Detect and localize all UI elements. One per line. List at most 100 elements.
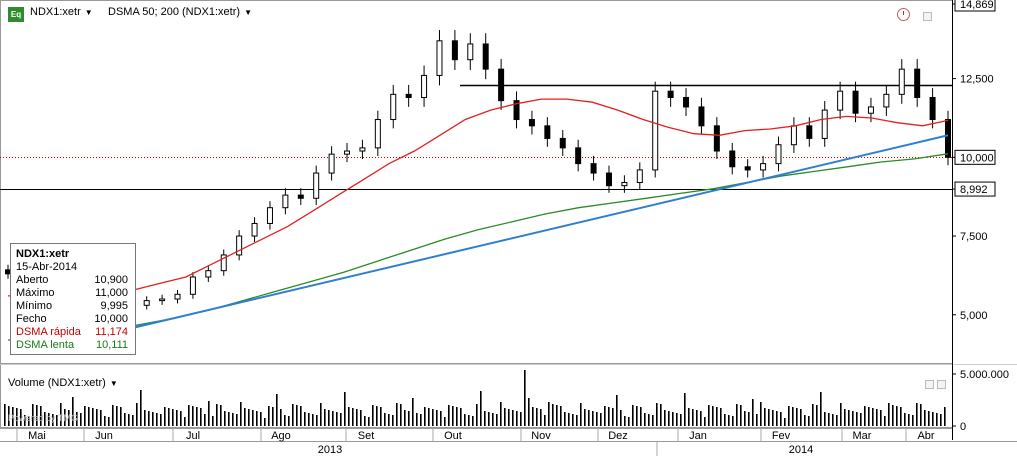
volume-axis-label: 5.000.000 bbox=[960, 369, 1009, 381]
price-axis-label: 12,500 bbox=[960, 74, 994, 86]
volume-bar bbox=[728, 415, 730, 426]
data-legend: NDX1:xetr 15-Abr-2014 Aberto 10,900 Máxim… bbox=[10, 243, 136, 355]
price-series-selector[interactable]: NDX1:xetr ▼ bbox=[30, 6, 93, 22]
candlestick bbox=[513, 91, 520, 129]
price-panel-frame bbox=[0, 0, 953, 364]
volume-bar bbox=[620, 410, 622, 426]
volume-bar bbox=[112, 405, 114, 426]
volume-bar bbox=[20, 409, 22, 426]
candle-body bbox=[559, 137, 566, 149]
month-label: Jan bbox=[689, 430, 707, 442]
volume-bar bbox=[800, 409, 802, 426]
caret-down-icon[interactable]: ▼ bbox=[244, 8, 252, 17]
volume-bar bbox=[812, 404, 814, 426]
volume-bar bbox=[424, 407, 426, 426]
volume-bar bbox=[772, 410, 774, 426]
volume-bar bbox=[608, 407, 610, 426]
volume-bar bbox=[508, 409, 510, 426]
legend-row-close: Fecho 10,000 bbox=[16, 313, 128, 325]
volume-bar bbox=[576, 415, 578, 426]
window-restore-icon[interactable] bbox=[923, 12, 932, 21]
price-axis-label: 5,000 bbox=[960, 310, 988, 322]
volume-bar bbox=[888, 403, 890, 426]
volume-bar bbox=[748, 412, 750, 426]
volume-bar bbox=[768, 409, 770, 426]
candlestick bbox=[220, 249, 227, 276]
study-selector[interactable]: DSMA 50; 200 (NDX1:xetr) ▼ bbox=[108, 6, 252, 22]
volume-bar bbox=[520, 412, 522, 426]
volume-bar bbox=[296, 405, 298, 426]
candle-body bbox=[313, 172, 320, 199]
candle-body bbox=[636, 169, 643, 184]
volume-bar bbox=[128, 414, 130, 426]
candlestick bbox=[251, 217, 258, 242]
volume-bar bbox=[344, 392, 346, 426]
volume-bar bbox=[816, 405, 818, 426]
clock-icon[interactable] bbox=[897, 8, 910, 21]
volume-bar bbox=[588, 410, 590, 426]
volume-bar bbox=[436, 410, 438, 426]
candlestick bbox=[929, 88, 936, 129]
volume-bar bbox=[140, 390, 142, 426]
volume-bar bbox=[792, 407, 794, 426]
window-close-icon[interactable] bbox=[937, 380, 946, 389]
volume-bar bbox=[188, 405, 190, 426]
candle-body bbox=[713, 125, 720, 152]
volume-bar bbox=[584, 409, 586, 426]
candlestick bbox=[621, 175, 628, 193]
caret-down-icon[interactable]: ▼ bbox=[84, 8, 93, 17]
caret-down-icon[interactable]: ▼ bbox=[109, 379, 118, 388]
volume-axis-label: 0 bbox=[960, 421, 966, 433]
candle-body bbox=[143, 300, 150, 306]
volume-bar bbox=[240, 402, 242, 426]
volume-bar bbox=[12, 407, 14, 426]
volume-bar bbox=[940, 414, 942, 426]
volume-bar bbox=[600, 413, 602, 426]
candle-body bbox=[220, 254, 227, 272]
legend-row-fast-ma: DSMA rápida 11,174 bbox=[16, 326, 128, 338]
volume-bar bbox=[376, 406, 378, 426]
volume-bar bbox=[228, 412, 230, 426]
candlestick bbox=[344, 142, 351, 163]
volume-bar bbox=[848, 410, 850, 426]
candle-body bbox=[328, 153, 335, 174]
volume-bar bbox=[180, 411, 182, 426]
volume-bar bbox=[72, 397, 74, 426]
volume-selector[interactable]: Volume (NDX1:xetr) ▼ bbox=[8, 377, 118, 389]
candle-body bbox=[451, 40, 458, 61]
volume-bar bbox=[660, 404, 662, 426]
candlestick bbox=[713, 117, 720, 160]
volume-bar bbox=[76, 412, 78, 426]
candle-body bbox=[883, 93, 890, 108]
trendline[interactable] bbox=[134, 134, 949, 329]
window-restore-icon[interactable] bbox=[925, 380, 934, 389]
volume-bar bbox=[476, 404, 478, 426]
volume-bar bbox=[124, 413, 126, 426]
month-label: Jul bbox=[186, 430, 200, 442]
volume-bar bbox=[200, 408, 202, 426]
candlestick bbox=[698, 97, 705, 135]
volume-bar bbox=[900, 407, 902, 426]
candlestick bbox=[174, 289, 181, 304]
price-axis-label-box bbox=[954, 149, 996, 165]
volume-bar bbox=[292, 404, 294, 426]
volume-bar bbox=[132, 415, 134, 426]
volume-bar bbox=[676, 413, 678, 426]
month-label: Nov bbox=[531, 430, 551, 442]
legend-row-slow-ma: DSMA lenta 10,111 bbox=[16, 339, 128, 351]
candlestick bbox=[683, 88, 690, 117]
candlestick bbox=[405, 84, 412, 107]
equity-icon[interactable]: Eq bbox=[8, 7, 24, 22]
volume-bar bbox=[776, 411, 778, 426]
volume-bar bbox=[592, 411, 594, 426]
candlestick bbox=[821, 101, 828, 147]
volume-bar bbox=[908, 414, 910, 426]
volume-bar bbox=[640, 407, 642, 426]
legend-row-low: Mínimo 9,995 bbox=[16, 300, 128, 312]
volume-bar bbox=[540, 409, 542, 426]
volume-bar bbox=[744, 411, 746, 426]
volume-bar bbox=[108, 417, 110, 426]
volume-bar bbox=[648, 414, 650, 426]
volume-bar bbox=[396, 403, 398, 426]
